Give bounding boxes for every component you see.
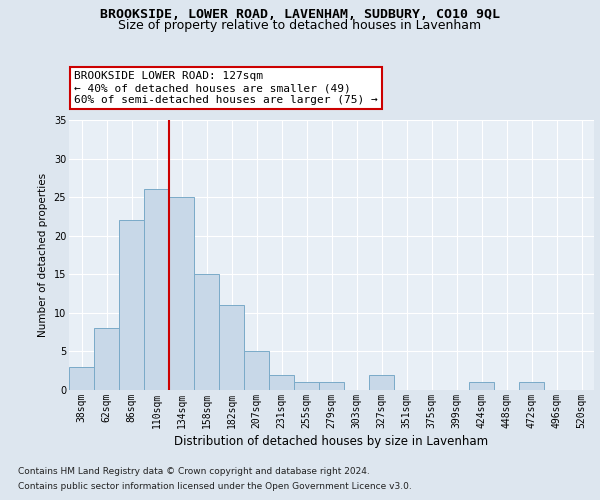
Text: Contains HM Land Registry data © Crown copyright and database right 2024.: Contains HM Land Registry data © Crown c… [18,467,370,476]
Text: Contains public sector information licensed under the Open Government Licence v3: Contains public sector information licen… [18,482,412,491]
Bar [469,382,494,390]
Bar [269,374,294,390]
Bar [119,220,144,390]
Bar [144,190,169,390]
Text: BROOKSIDE LOWER ROAD: 127sqm
← 40% of detached houses are smaller (49)
60% of se: BROOKSIDE LOWER ROAD: 127sqm ← 40% of de… [74,72,378,104]
X-axis label: Distribution of detached houses by size in Lavenham: Distribution of detached houses by size … [175,435,488,448]
Text: BROOKSIDE, LOWER ROAD, LAVENHAM, SUDBURY, CO10 9QL: BROOKSIDE, LOWER ROAD, LAVENHAM, SUDBURY… [100,8,500,20]
Bar [294,382,319,390]
Bar [244,352,269,390]
Bar [194,274,219,390]
Bar [519,382,544,390]
Bar [319,382,344,390]
Bar [219,305,244,390]
Y-axis label: Number of detached properties: Number of detached properties [38,173,48,337]
Bar [69,367,94,390]
Bar [94,328,119,390]
Bar [369,374,394,390]
Text: Size of property relative to detached houses in Lavenham: Size of property relative to detached ho… [118,18,482,32]
Bar [169,197,194,390]
